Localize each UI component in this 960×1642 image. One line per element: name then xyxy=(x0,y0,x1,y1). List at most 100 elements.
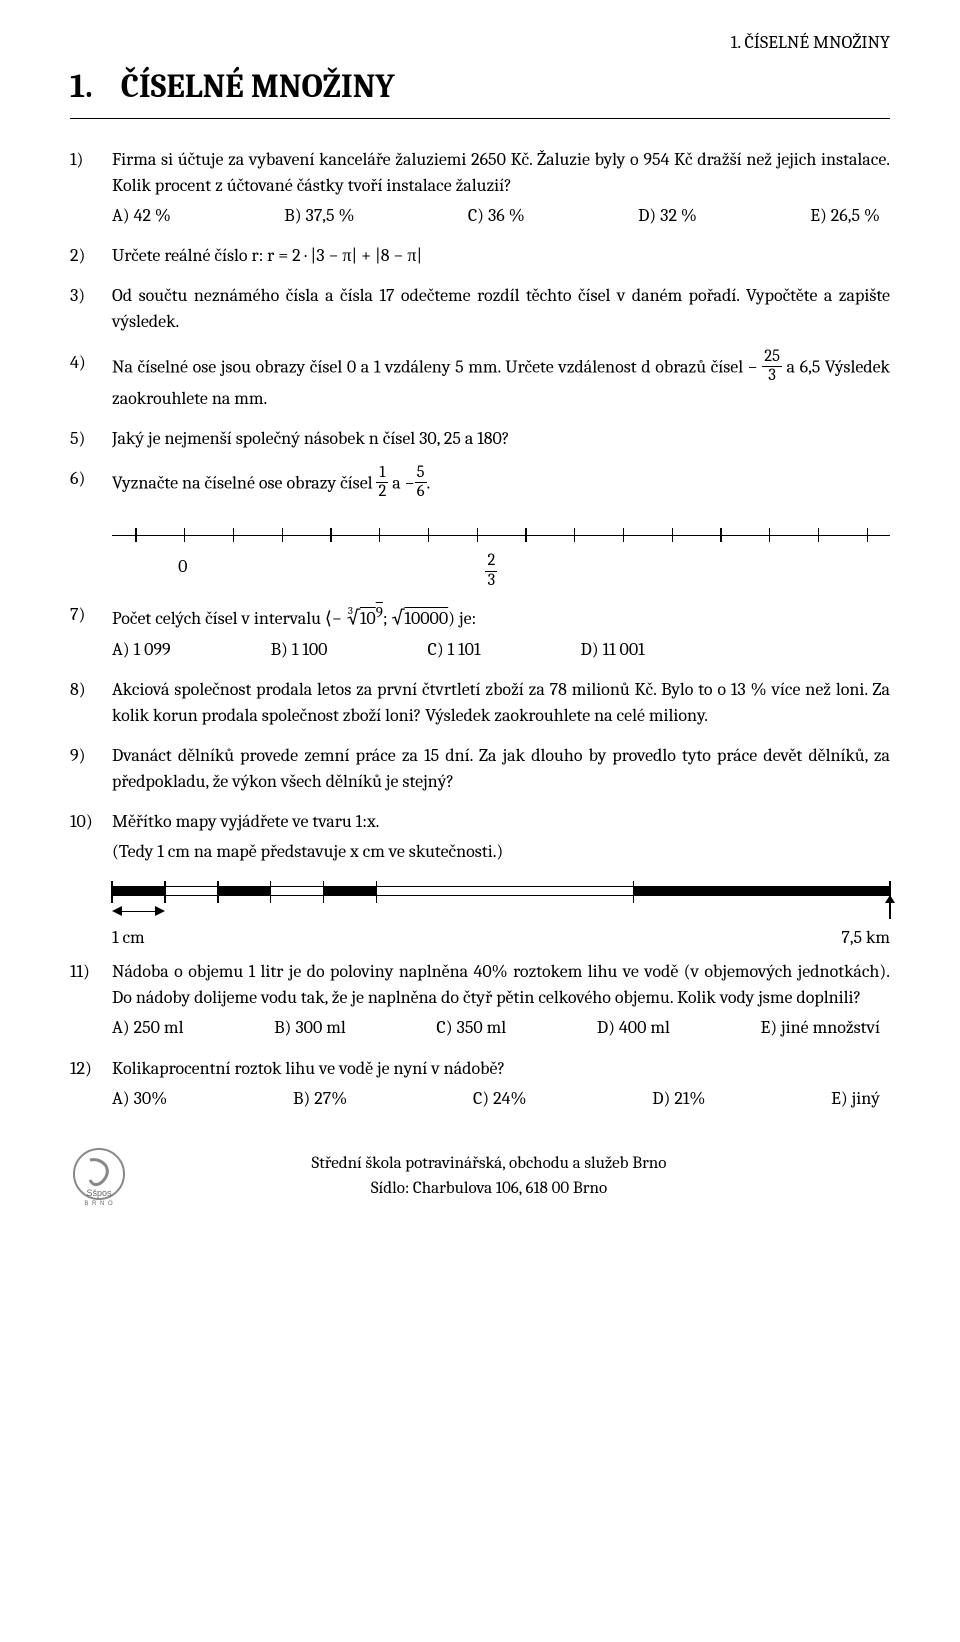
ruler-segment xyxy=(324,886,377,896)
chapter-title-text: ČÍSELNÉ MNOŽINY xyxy=(121,68,395,106)
opt-b: B) 27% xyxy=(293,1086,347,1112)
axis-tick xyxy=(769,528,770,542)
question-11: 11) Nádoba o objemu 1 litr je do polovin… xyxy=(70,959,890,1041)
question-12: 12) Kolikaprocentní roztok lihu ve vodě … xyxy=(70,1056,890,1112)
opt-d: D) 11 001 xyxy=(580,637,644,663)
q-text: Od součtu neznámého čísla a čísla 17 ode… xyxy=(112,283,890,335)
ruler-tick xyxy=(376,881,378,903)
ruler-tick xyxy=(164,881,166,903)
question-9: 9) Dvanáct dělníků provede zemní práce z… xyxy=(70,743,890,795)
opt-a: A) 30% xyxy=(112,1086,167,1112)
q-text: Jaký je nejmenší společný násobek n číse… xyxy=(112,426,890,452)
question-3: 3) Od součtu neznámého čísla a čísla 17 … xyxy=(70,283,890,335)
axis-tick xyxy=(282,528,283,542)
opt-a: A) 42 % xyxy=(112,203,171,229)
opt-d: D) 400 ml xyxy=(597,1015,670,1041)
axis-tick xyxy=(379,528,380,542)
q-subtext: (Tedy 1 cm na mapě představuje x cm ve s… xyxy=(112,839,890,865)
q-text: Vyznačte na číselné ose obrazy čísel 12 … xyxy=(112,466,890,502)
svg-text:B R N O: B R N O xyxy=(84,1201,113,1206)
chapter-heading: 1. ČÍSELNÉ MNOŽINY xyxy=(70,64,890,119)
ruler-tick xyxy=(111,881,113,903)
q12-options: A) 30% B) 27% C) 24% D) 21% E) jiný xyxy=(112,1086,890,1112)
q-num: 11) xyxy=(70,959,112,1041)
question-5: 5) Jaký je nejmenší společný násobek n č… xyxy=(70,426,890,452)
opt-d: D) 32 % xyxy=(638,203,697,229)
opt-d: D) 21% xyxy=(652,1086,705,1112)
axis-tick xyxy=(330,528,331,542)
q-text: Nádoba o objemu 1 litr je do poloviny na… xyxy=(112,959,890,1011)
opt-e: E) 26,5 % xyxy=(810,203,880,229)
opt-a: A) 1 099 xyxy=(112,637,171,663)
ruler-segment xyxy=(377,886,634,896)
q7-options: A) 1 099 B) 1 100 C) 1 101 D) 11 001 xyxy=(112,637,890,663)
opt-b: B) 300 ml xyxy=(274,1015,346,1041)
question-6: 6) Vyznačte na číselné ose obrazy čísel … xyxy=(70,466,890,502)
axis-tick xyxy=(818,528,819,542)
chapter-number: 1. xyxy=(70,68,93,106)
axis-line xyxy=(112,535,890,536)
axis-tick xyxy=(184,528,185,542)
fraction-5-6: 56 xyxy=(415,465,427,501)
ruler-tick xyxy=(270,881,272,903)
ruler-segment xyxy=(271,886,324,896)
ruler-tick xyxy=(633,881,635,903)
axis-tick xyxy=(525,528,526,542)
q-num: 6) xyxy=(70,466,112,502)
opt-a: A) 250 ml xyxy=(112,1015,183,1041)
scale-ruler: 1 cm 7,5 km xyxy=(112,881,890,951)
q-num: 1) xyxy=(70,147,112,229)
opt-e: E) jiný xyxy=(831,1086,880,1112)
q1-options: A) 42 % B) 37,5 % C) 36 % D) 32 % E) 26,… xyxy=(112,203,890,229)
question-8: 8) Akciová společnost prodala letos za p… xyxy=(70,677,890,729)
opt-c: C) 24% xyxy=(473,1086,527,1112)
axis-tick xyxy=(574,528,575,542)
axis-tick xyxy=(867,528,868,542)
opt-b: B) 1 100 xyxy=(271,637,328,663)
question-2: 2) Určete reálné číslo r: r = 2 · |3 − π… xyxy=(70,243,890,269)
opt-e: E) jiné množství xyxy=(761,1015,880,1041)
ruler-segment xyxy=(112,886,165,896)
number-line: 0 23 xyxy=(112,524,890,592)
opt-c: C) 350 ml xyxy=(436,1015,506,1041)
question-7: 7) Počet celých čísel v intervalu ⟨−3√10… xyxy=(70,602,890,663)
question-1: 1) Firma si účtuje za vybavení kanceláře… xyxy=(70,147,890,229)
q-text: Kolikaprocentní roztok lihu ve vodě je n… xyxy=(112,1056,890,1082)
ruler-segment xyxy=(633,886,890,896)
q-num: 9) xyxy=(70,743,112,795)
q-text: Dvanáct dělníků provede zemní práce za 1… xyxy=(112,743,890,795)
footer-line-1: Střední škola potravinářská, obchodu a s… xyxy=(146,1152,832,1177)
running-head: 1. ČÍSELNÉ MNOŽINY xyxy=(70,30,890,56)
q-text: Počet celých čísel v intervalu ⟨−3√109; … xyxy=(112,602,890,633)
ruler-label-left: 1 cm xyxy=(112,925,145,951)
ruler-tick xyxy=(323,881,325,903)
q-text: Na číselné ose jsou obrazy čísel 0 a 1 v… xyxy=(112,350,890,412)
axis-tick xyxy=(233,528,234,542)
q-text: Firma si účtuje za vybavení kanceláře ža… xyxy=(112,147,890,199)
fraction-1-2: 12 xyxy=(376,465,388,501)
ruler-label-right: 7,5 km xyxy=(841,925,890,951)
q-num: 3) xyxy=(70,283,112,335)
question-4: 4) Na číselné ose jsou obrazy čísel 0 a … xyxy=(70,350,890,412)
axis-tick xyxy=(477,528,478,542)
opt-b: B) 37,5 % xyxy=(284,203,354,229)
q-num: 10) xyxy=(70,809,112,865)
q-num: 8) xyxy=(70,677,112,729)
q-num: 2) xyxy=(70,243,112,269)
footer-line-2: Sídlo: Charbulova 106, 618 00 Brno xyxy=(146,1177,832,1202)
q-num: 5) xyxy=(70,426,112,452)
axis-tick xyxy=(623,528,624,542)
q-text: Měřítko mapy vyjádřete ve tvaru 1:x. xyxy=(112,809,890,835)
axis-label-0: 0 xyxy=(178,554,187,580)
q-num: 7) xyxy=(70,602,112,663)
opt-c: C) 36 % xyxy=(468,203,525,229)
fraction-25-3: 25 3 xyxy=(762,349,782,385)
axis-tick xyxy=(720,528,721,542)
axis-label-2-3: 23 xyxy=(485,554,497,590)
ruler-span-arrow xyxy=(112,903,165,919)
axis-tick xyxy=(428,528,429,542)
q-text: Akciová společnost prodala letos za prvn… xyxy=(112,677,890,729)
q-num: 12) xyxy=(70,1056,112,1112)
opt-c: C) 1 101 xyxy=(427,637,480,663)
ruler-tick xyxy=(217,881,219,903)
